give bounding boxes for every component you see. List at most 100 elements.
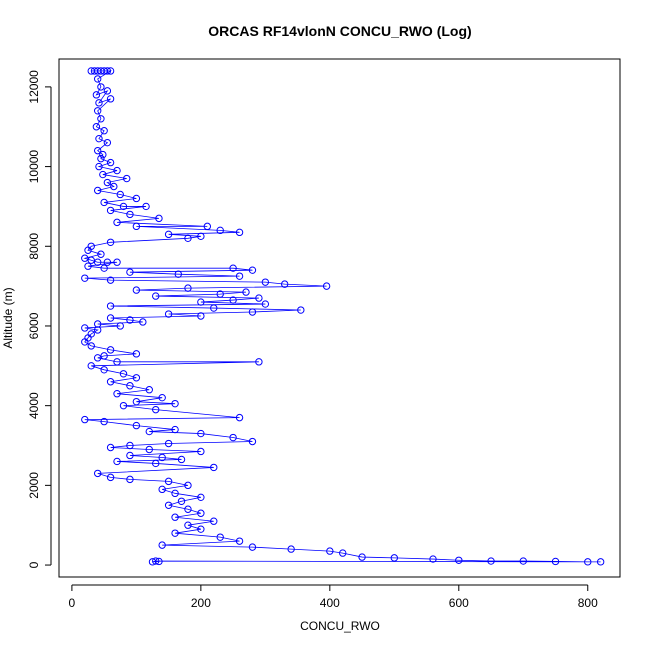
data-point: [155, 557, 163, 566]
data-point: [142, 202, 150, 211]
data-point: [235, 272, 244, 280]
y-tick-label: 10000: [27, 150, 41, 184]
data-point: [158, 541, 166, 549]
data-point: [164, 310, 173, 318]
data-point: [164, 439, 173, 448]
data-point: [106, 206, 115, 215]
data-point: [242, 288, 250, 296]
data-point: [197, 525, 205, 533]
data-series: [81, 67, 605, 566]
data-point: [95, 99, 103, 107]
data-point: [106, 238, 115, 246]
data-point: [235, 413, 244, 422]
data-point: [119, 401, 128, 410]
data-point: [87, 362, 95, 370]
y-axis-label: Altitude (m): [1, 287, 15, 348]
data-point: [126, 451, 134, 460]
data-point: [99, 170, 107, 179]
data-point: [126, 441, 134, 450]
data-point: [100, 366, 108, 374]
data-point: [92, 91, 101, 99]
data-point: [171, 399, 179, 408]
data-point: [103, 67, 112, 75]
data-point: [584, 558, 592, 566]
data-point: [100, 127, 108, 135]
data-point: [97, 250, 105, 258]
data-point: [100, 198, 108, 207]
data-point: [106, 314, 115, 322]
y-tick-label: 8000: [27, 233, 41, 260]
data-point: [132, 222, 141, 231]
data-point: [93, 186, 102, 195]
data-point: [106, 158, 115, 167]
data-point: [197, 509, 205, 517]
data-point: [255, 358, 263, 366]
y-tick-label: 12000: [27, 70, 41, 104]
data-point: [164, 477, 173, 486]
x-tick-label: 600: [449, 596, 469, 610]
data-point: [210, 304, 218, 312]
data-point: [255, 294, 263, 302]
data-point: [203, 222, 212, 231]
data-point: [455, 556, 463, 564]
data-point: [113, 390, 121, 398]
data-point: [81, 415, 89, 424]
y-tick-label: 0: [27, 561, 41, 568]
data-point: [235, 228, 244, 237]
data-point: [158, 393, 166, 402]
data-point: [216, 533, 224, 541]
data-point: [81, 338, 89, 346]
data-point: [93, 75, 102, 83]
data-point: [106, 443, 115, 452]
data-point: [261, 300, 270, 308]
data-point: [174, 270, 182, 278]
data-point: [487, 557, 495, 565]
data-point: [184, 234, 192, 243]
data-point: [229, 433, 237, 442]
data-point: [87, 256, 95, 264]
y-tick-label: 4000: [27, 392, 41, 419]
data-point: [106, 95, 115, 103]
data-point: [158, 453, 166, 462]
data-point: [132, 374, 141, 382]
data-point: [92, 123, 101, 131]
data-point: [126, 268, 134, 276]
data-point: [95, 162, 103, 171]
data-point: [81, 254, 89, 262]
data-point: [103, 87, 112, 95]
data-point: [145, 386, 153, 394]
data-point: [197, 298, 205, 306]
data-point: [145, 427, 153, 436]
data-point: [339, 549, 347, 557]
data-point: [519, 557, 527, 565]
data-point: [216, 290, 224, 298]
data-point: [158, 485, 166, 494]
data-point: [248, 308, 257, 316]
chart-title: ORCAS RF14vlonN CONCU_RWO (Log): [208, 23, 471, 39]
data-point: [100, 264, 108, 272]
data-point: [171, 425, 179, 434]
data-point: [390, 554, 399, 562]
x-axis-label: CONCU_RWO: [300, 619, 380, 633]
data-point: [106, 378, 115, 386]
data-point: [132, 350, 141, 358]
data-point: [139, 318, 147, 326]
data-point: [197, 232, 205, 241]
data-point: [229, 264, 237, 272]
data-point: [106, 67, 115, 75]
data-point: [358, 553, 366, 561]
data-point: [184, 284, 192, 292]
data-point: [197, 447, 205, 456]
data-point: [229, 296, 237, 304]
data-point: [280, 280, 289, 288]
data-point: [177, 497, 186, 505]
y-tick-label: 6000: [27, 312, 41, 339]
data-point: [171, 489, 179, 498]
x-tick-label: 800: [578, 596, 598, 610]
data-point: [93, 469, 102, 478]
data-point: [297, 306, 305, 314]
data-point: [126, 210, 134, 219]
x-tick-label: 400: [320, 596, 340, 610]
data-point: [95, 134, 103, 143]
data-point: [210, 463, 218, 472]
